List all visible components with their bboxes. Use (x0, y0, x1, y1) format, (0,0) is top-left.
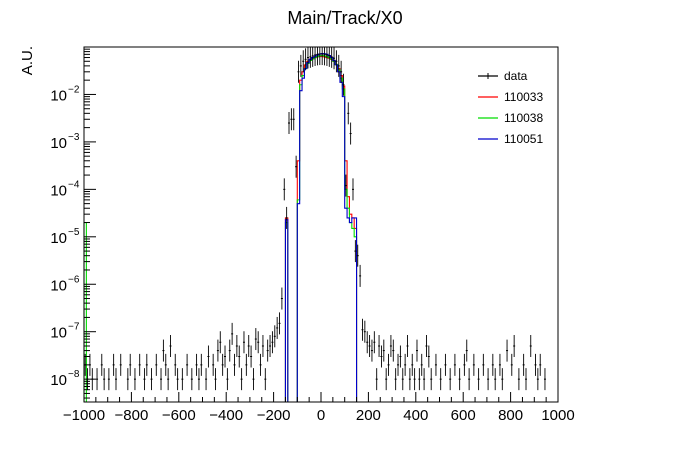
x-tick-label: 800 (498, 407, 523, 424)
x-tick-label: 0 (317, 407, 325, 424)
step-line-110051 (284, 52, 359, 403)
x-tick-label: 200 (356, 407, 381, 424)
x-tick-label: 600 (451, 407, 476, 424)
x-tick-label: 400 (403, 407, 428, 424)
y-tick-label: 10 (50, 277, 67, 294)
x-tick-label: 1000 (541, 407, 574, 424)
chart-title: Main/Track/X0 (287, 8, 402, 28)
series-110051 (284, 52, 359, 403)
legend: data 110033 110038 110051 (478, 69, 543, 146)
y-tick-exponent: −2 (68, 84, 80, 95)
y-tick-exponent: −8 (68, 369, 80, 380)
x-tick-label: −400 (209, 407, 243, 424)
y-tick-label: 10 (50, 182, 67, 199)
x-tick-label: −600 (162, 407, 196, 424)
y-axis-label: A.U. (19, 46, 36, 75)
x-tick-label: −200 (257, 407, 291, 424)
legend-label-110051: 110051 (504, 132, 543, 146)
y-tick-exponent: −5 (68, 227, 80, 238)
y-tick-label: 10 (50, 325, 67, 342)
y-tick-exponent: −6 (68, 274, 80, 285)
y-tick-exponent: −4 (68, 179, 80, 190)
legend-label-data: data (504, 69, 528, 83)
legend-label-110038: 110038 (504, 111, 543, 125)
legend-label-110033: 110033 (504, 90, 543, 104)
x-tick-label: −800 (115, 407, 149, 424)
y-tick-exponent: −3 (68, 132, 80, 143)
x-tick-label: −1000 (63, 407, 105, 424)
y-tick-label: 10 (50, 135, 67, 152)
y-tick-label: 10 (50, 230, 67, 247)
y-tick-exponent: −7 (68, 322, 80, 333)
y-tick-label: 10 (50, 87, 67, 104)
series-data (84, 47, 546, 391)
y-tick-label: 10 (50, 372, 67, 389)
axes-layer: −1000 −800 −600 −400 −200 0 200 400 600 800 1000 10… (50, 46, 575, 424)
series-layer (83, 47, 546, 403)
